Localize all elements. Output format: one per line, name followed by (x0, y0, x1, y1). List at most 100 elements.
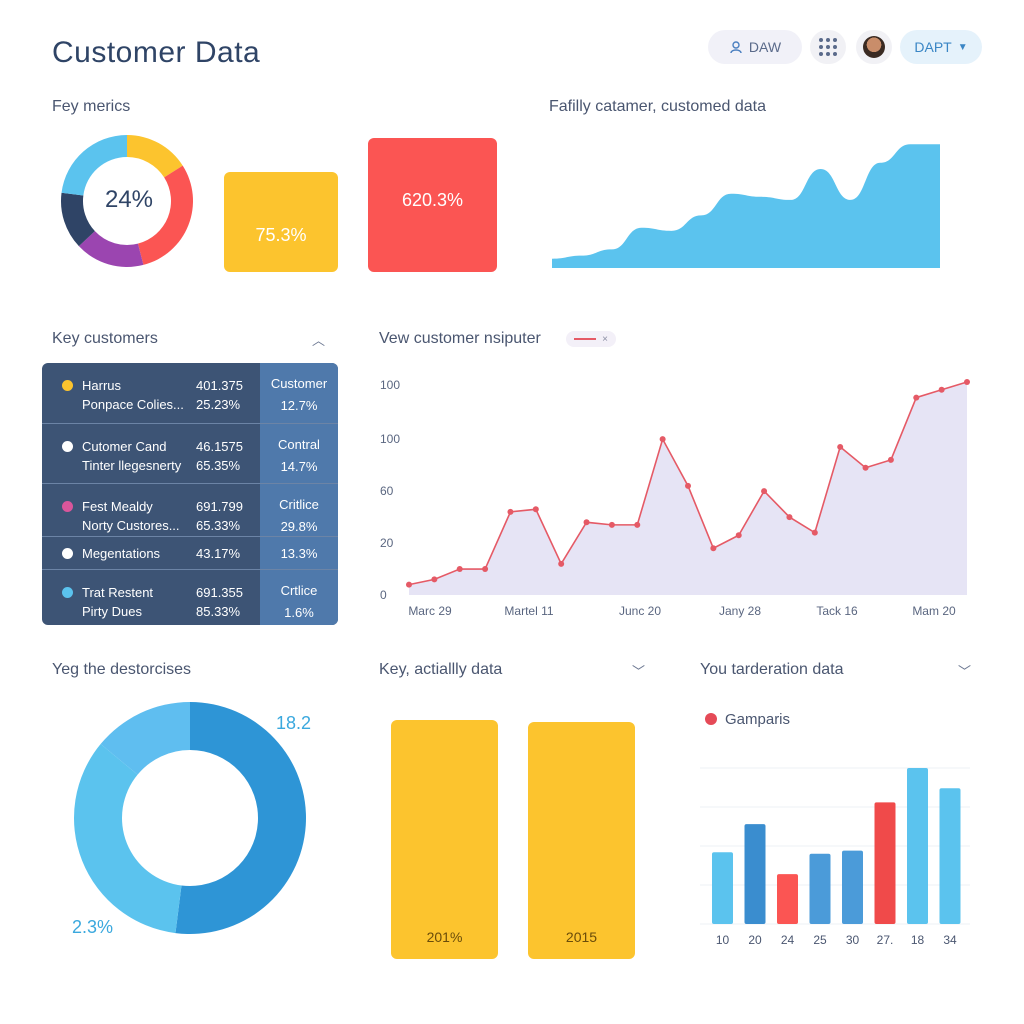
table-row[interactable]: Megentations 43.17% 13.3% (42, 537, 338, 570)
line-point (887, 456, 894, 463)
line-point (761, 488, 768, 495)
actially-title: Key, actiallly data (379, 661, 503, 678)
y-tick-label: 100 (380, 432, 400, 446)
x-tick-label: Jany 28 (719, 604, 761, 618)
bar (874, 802, 896, 924)
x-tick-label: Tack 16 (816, 604, 858, 618)
daw-button[interactable]: DAW (708, 30, 802, 64)
line-point (710, 545, 717, 552)
bar (939, 788, 961, 924)
row-color-dot (62, 587, 73, 598)
actially-bar-label: 2015 (565, 929, 598, 945)
line-point (558, 560, 565, 567)
line-point (634, 521, 641, 528)
table-row[interactable]: Harrus 401.375 Ponpace Colies... 25.23% Cust… (42, 363, 338, 424)
row-name: Cutomer Cand (82, 439, 167, 454)
line-point (786, 514, 793, 521)
donut-segment (175, 702, 306, 934)
x-tick-label: 20 (748, 933, 762, 947)
donut-segment (78, 231, 144, 267)
key-customers-table: Harrus 401.375 Ponpace Colies... 25.23% Cust… (42, 363, 338, 625)
line-point (685, 482, 691, 489)
x-tick-label: 27. (877, 933, 894, 947)
row-value: 46.1575 (196, 439, 243, 454)
actially-bar-label: 201% (426, 929, 463, 945)
row-color-dot (62, 548, 73, 559)
series-legend-chip[interactable]: × (566, 331, 616, 347)
metrics-title: Fey merics (52, 98, 131, 115)
table-right-column (260, 363, 338, 625)
row-name: Harrus (82, 378, 122, 393)
grid-icon (819, 38, 837, 56)
row-percent: 12.7% (280, 398, 318, 413)
row-subvalue: 65.35% (196, 458, 241, 473)
apps-grid-button[interactable] (810, 30, 846, 64)
family-area-chart (552, 144, 940, 268)
row-category: Customer (270, 376, 328, 391)
row-subname: Tinter llegesnerty (82, 458, 182, 473)
tarderation-bar-chart: 10 20 24 25 30 27. 18 34 (700, 767, 970, 947)
line-point (862, 464, 869, 471)
donut-segment (137, 165, 193, 265)
row-percent: 14.7% (280, 459, 318, 474)
row-value: 691.799 (196, 499, 243, 514)
table-row[interactable]: Cutomer Cand 46.1575 Tinter llegesnerty 65.… (42, 424, 338, 484)
x-tick-label: 18 (911, 933, 925, 947)
row-name: Megentations (82, 546, 161, 561)
bar (842, 850, 863, 924)
yellow-metric-value: 75.3% (255, 224, 307, 245)
donut-segment (73, 744, 182, 934)
donut-segment (127, 135, 183, 178)
chevron-down-icon[interactable]: ﹀ (958, 664, 972, 679)
chevron-down-icon[interactable]: ﹀ (632, 664, 646, 679)
x-tick-label: 34 (943, 933, 957, 947)
row-percent: 1.6% (284, 605, 314, 620)
destorcises-label-bottom: 2.3% (72, 917, 114, 937)
x-tick-label: Martel 11 (504, 604, 553, 618)
key-customers-title: Key customers (52, 330, 158, 347)
line-point (431, 576, 438, 583)
table-row[interactable]: Trat Restent 691.355 Pirty Dues 85.33% Crtli… (42, 570, 338, 625)
dapt-dropdown[interactable]: DAPT ▼ (900, 30, 982, 64)
x-tick-label: Junc 20 (619, 604, 661, 618)
row-percent: 29.8% (280, 519, 318, 534)
page-title: Customer Data (52, 36, 261, 69)
x-tick-label: 25 (813, 933, 827, 947)
close-icon[interactable]: × (602, 333, 608, 345)
line-point (913, 394, 920, 401)
line-point (659, 436, 666, 443)
row-value: 691.355 (196, 585, 243, 600)
row-category: Crtlice (280, 583, 318, 598)
x-tick-label: Mam 20 (912, 604, 956, 618)
family-chart-title: Fafilly catamer, customed data (549, 98, 766, 115)
legend-label: Gamparis (725, 711, 791, 728)
row-category: Critlice (279, 497, 319, 512)
line-point (735, 532, 742, 539)
destorcises-title: Yeg the destorcises (52, 661, 192, 678)
user-avatar-button[interactable] (856, 30, 892, 64)
line-point (532, 506, 539, 513)
y-tick-label: 0 (380, 588, 387, 602)
x-tick-label: Marc 29 (408, 604, 452, 618)
tarderation-title: You tarderation data (700, 661, 844, 678)
chevron-up-icon[interactable]: ︿ (312, 333, 326, 348)
row-subname: Norty Custores... (82, 518, 180, 533)
x-tick-label: 30 (846, 933, 860, 947)
yellow-metric-tile: 75.3% (224, 172, 338, 272)
row-subname: Pirty Dues (82, 604, 142, 619)
row-percent: 13.3% (280, 546, 318, 561)
legend-line-swatch (574, 338, 597, 340)
metrics-donut-center: 24% (105, 186, 153, 213)
metrics-donut: 24% (61, 135, 193, 267)
row-name: Trat Restent (82, 585, 154, 600)
bar (744, 824, 766, 924)
row-subvalue: 65.33% (196, 518, 241, 533)
dapt-label: DAPT (914, 39, 952, 55)
legend-dot (705, 713, 717, 725)
table-row[interactable]: Fest Mealdy 691.799 Norty Custores... 65.33… (42, 484, 338, 537)
donut-segment (61, 135, 127, 196)
y-tick-label: 60 (380, 484, 394, 498)
chevron-down-icon: ▼ (957, 41, 968, 53)
avatar (863, 36, 885, 58)
donut-segment (100, 702, 190, 775)
